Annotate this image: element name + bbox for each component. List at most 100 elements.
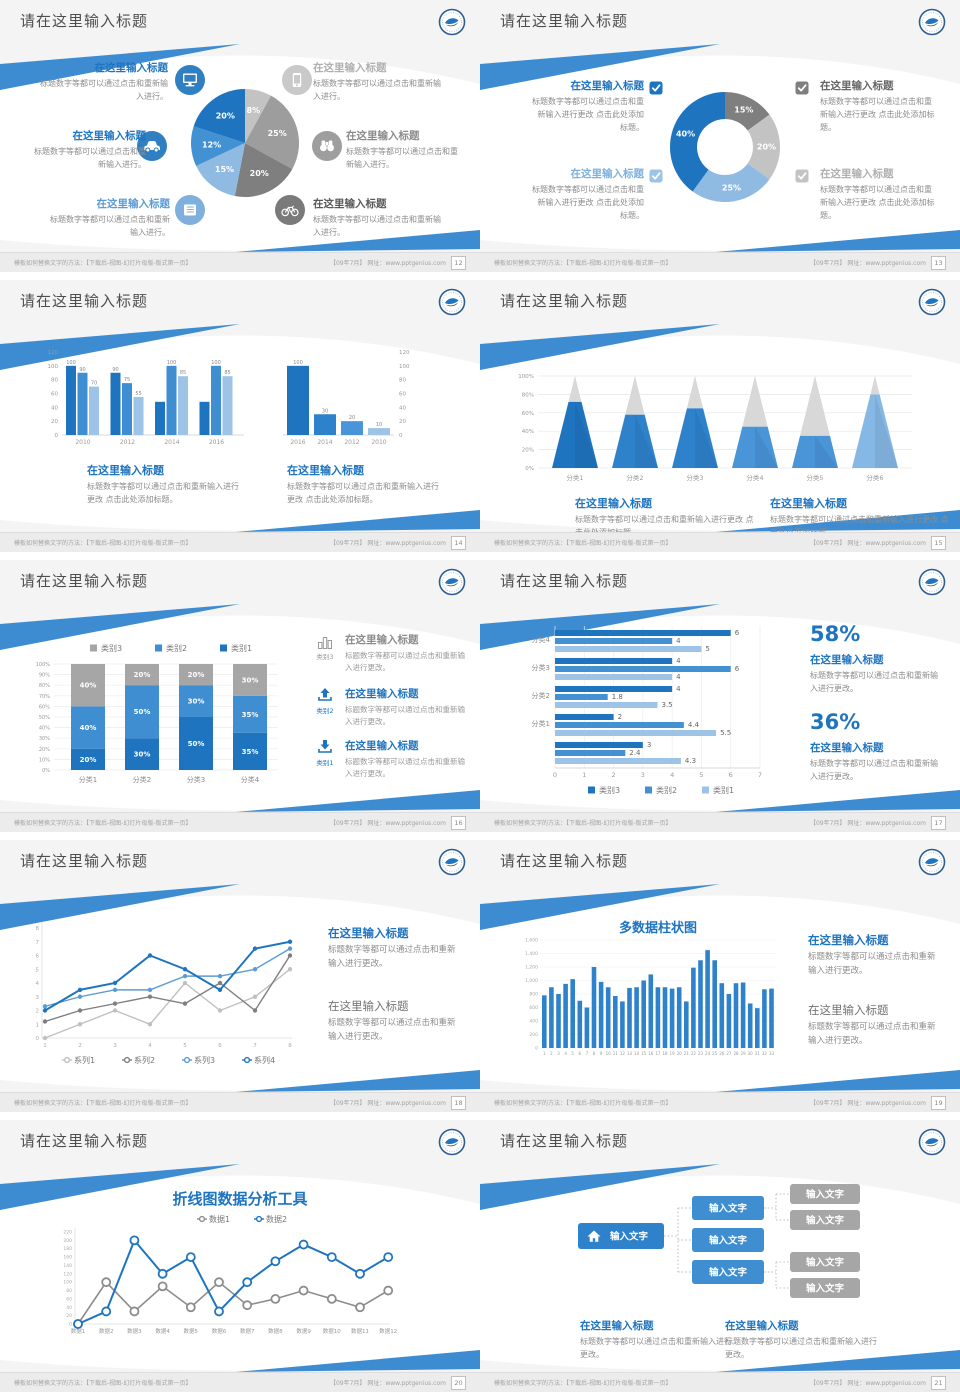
x-tick: 19: [670, 1051, 676, 1056]
bar: [211, 365, 221, 435]
bar: [66, 365, 76, 435]
x-category: 数据2: [99, 1327, 114, 1335]
slide-title: 请在这里输入标题: [20, 292, 149, 310]
slide-thumbnail-dual-bar-charts[interactable]: 0 20 40 60 80 100 120 100 90 70 2010 90 75 55 2012 100 8…: [0, 280, 480, 560]
segment-label: 30%: [242, 676, 259, 684]
segment-label: 20%: [80, 756, 97, 764]
donut-slice: [670, 92, 725, 192]
x-category: 2016: [290, 439, 305, 446]
x-tick: 5: [183, 1043, 187, 1049]
stacked-segment: [71, 664, 105, 707]
slide-thumbnail-pie-callouts[interactable]: 8% 25% 20% 15% 12% 20% 请在这里输入标题 在这里输入标题 标题数字等都可以…: [0, 0, 480, 280]
pyramid-top: [568, 376, 582, 402]
column-bar: [570, 979, 575, 1048]
block-body: 标题数字等都可以通过点击和重新输入进行更改 点击此处添加标题。: [532, 97, 644, 132]
hbar: [555, 714, 614, 720]
slide-thumbnail-tree-diagram[interactable]: 输入文字 输入文字 输入文字 输入文字 输入文字 输入文字 输入文字 输入文字 请在这里输入标题…: [480, 1120, 960, 1400]
bar-value-label: 85: [224, 370, 230, 376]
hbar: [555, 694, 608, 700]
slide-thumbnail-column-chart[interactable]: 多数据柱状图 0 200 400 600 800 1,000 1,200 1,400 1,600 1…: [480, 840, 960, 1120]
column-bar: [733, 983, 739, 1048]
slide-footer: 模板如何替换文字的方法：【下载后-视图-幻灯片母版-版式第一页】 【09年7月】 …: [0, 812, 480, 832]
slide-title: 请在这里输入标题: [500, 1132, 629, 1150]
block-title: 在这里输入标题: [287, 464, 364, 477]
x-tick: 2: [612, 771, 616, 779]
x-tick: 4: [148, 1043, 152, 1049]
y-tick: 6: [36, 954, 40, 960]
segment-label: 40%: [80, 724, 97, 732]
page-number: 12: [451, 255, 466, 270]
x-tick: 16: [648, 1051, 654, 1056]
hbar: [555, 758, 681, 764]
pie-slice-label: 8%: [247, 106, 261, 115]
hbar: [555, 730, 717, 736]
stacked-segment: [233, 732, 267, 770]
y-tick: 30%: [39, 736, 50, 742]
checklist-item: 在这里输入标题 标题数字等都可以通过点击和重新输入进行更改 点击此处添加标题。: [820, 78, 938, 134]
y-tick: 10%: [39, 757, 50, 763]
y-tick: 600: [529, 1005, 538, 1011]
column-bar: [641, 980, 646, 1048]
x-tick: 7: [586, 1051, 589, 1056]
block-title: 在这里输入标题: [820, 168, 894, 180]
footer-left-text: 模板如何替换文字的方法：【下载后-视图-幻灯片母版-版式第一页】: [494, 540, 672, 547]
pie-slice: [191, 126, 245, 166]
legend-label: 类别1: [713, 785, 734, 795]
block-title: 在这里输入标题: [328, 926, 409, 940]
column-bar: [712, 960, 717, 1048]
pyramid-top: [870, 376, 880, 395]
block-body: 标题数字等都可以通过点击和重新输入进行更改。: [345, 757, 465, 778]
slide-thumbnail-stacked-bar[interactable]: 类别3 类别2 类别1 0% 10% 20% 30% 40% 50% 60% 70% 80% 90% 10…: [0, 560, 480, 840]
footer-right-text: 【09年7月】 网址：www.pptgenius.com: [329, 260, 446, 267]
school-emblem-logo: [918, 288, 946, 316]
bottom-right-ribbon: [236, 230, 480, 252]
x-tick: 18: [662, 1051, 668, 1056]
block-title: 在这里输入标题: [820, 80, 894, 92]
y-tick: 100%: [518, 374, 534, 380]
bar-value-label: 20: [349, 415, 355, 421]
segment-label: 50%: [134, 708, 151, 716]
bar: [133, 396, 144, 435]
x-category: 分类3: [686, 473, 703, 482]
column-bar: [620, 1001, 625, 1048]
slide-thumbnail-line-tool[interactable]: 折线图数据分析工具 数据1 数据2 0 20 40 60 80 100 120 140 160 180 2…: [0, 1120, 480, 1400]
hbar-value: 4.4: [688, 721, 700, 729]
x-category: 分类4: [241, 775, 260, 784]
y-tick: 7: [36, 940, 40, 946]
y-tick: 1,000: [525, 978, 538, 984]
top-left-ribbon: [480, 44, 720, 90]
x-tick: 9: [600, 1051, 603, 1056]
x-tick: 14: [634, 1051, 640, 1056]
page-number: 15: [931, 535, 946, 550]
side-block: 在这里输入标题 标题数字等都可以通过点击和重新输入进行更改。: [328, 998, 460, 1044]
block-title: 在这里输入标题: [87, 464, 164, 477]
pie-slice-label: 12%: [202, 141, 221, 150]
pyramid-fill: [792, 435, 838, 468]
footer-left-text: 模板如何替换文字的方法：【下载后-视图-幻灯片母版-版式第一页】: [494, 260, 672, 267]
y-tick: 20%: [39, 747, 50, 753]
column-bar: [648, 974, 654, 1048]
block-title: 在这里输入标题: [313, 62, 387, 74]
slide-thumbnail-pyramid-chart[interactable]: 0% 20% 40% 60% 80% 100% 分类1 分类2 分类3 分类4 分类5 分类6 请在这里…: [480, 280, 960, 560]
line-series: [77, 1280, 389, 1325]
y-tick: 40: [51, 405, 58, 411]
hbar: [555, 666, 731, 672]
bar-value-label: 100: [167, 360, 177, 366]
block-title: 在这里输入标题: [346, 130, 420, 142]
slide-thumbnail-hbar-stats[interactable]: 0 1 2 3 4 5 6 7 6 4 5 分类4 4 6 4 分类3 4 1.8 3.5 分类2 2 4.4 5.5 分类1…: [480, 560, 960, 840]
section-block: 在这里输入标题 标题数字等都可以通过点击和重新输入进行更改。: [580, 1318, 735, 1362]
slide-thumbnail-donut-checklist[interactable]: 15% 20% 25% 40% 请在这里输入标题 在这里输入标题 标题数字等都可以通过点击和…: [480, 0, 960, 280]
legend-item-block: 在这里输入标题 标题数字等都可以通过点击和重新输入进行更改。: [345, 686, 465, 728]
slide-background-decoration: [0, 840, 480, 1112]
x-category: 数据7: [240, 1327, 255, 1335]
slide-thumbnail-multi-line[interactable]: 0 1 2 3 4 5 6 7 8 1 2 3 4 5 6 7 8 系列1 系列2 系列3 系列4 请在这里输入标题 在这里…: [0, 840, 480, 1120]
y-tick: 20: [66, 1313, 72, 1319]
x-category: 数据5: [184, 1327, 199, 1335]
column-bar: [591, 967, 597, 1048]
bar: [199, 401, 210, 435]
tree-node-label: 输入文字: [610, 1231, 649, 1243]
stacked-segment: [179, 717, 213, 770]
side-block: 在这里输入标题 标题数字等都可以通过点击和重新输入进行更改。: [808, 1002, 940, 1048]
x-category: 2010: [371, 439, 386, 446]
